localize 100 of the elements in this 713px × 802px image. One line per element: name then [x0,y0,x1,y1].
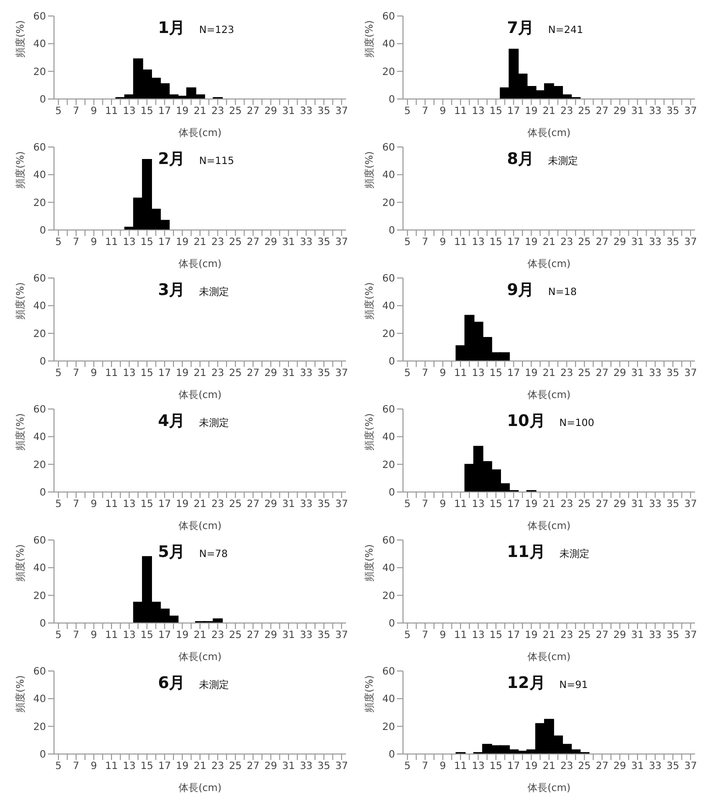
x-tick-label: 15 [490,237,502,248]
x-tick-label: 27 [596,761,608,772]
x-tick-label: 29 [264,368,278,380]
x-tick-label: 27 [246,237,260,248]
x-tick-label: 13 [122,106,136,118]
x-tick-label: 15 [490,106,502,118]
x-tick-label: 27 [596,499,608,510]
x-tick-label: 25 [578,499,591,510]
x-tick-label: 21 [542,237,556,248]
annotation: 未測定 [548,154,578,168]
x-tick-label: 23 [211,106,224,118]
x-tick-label: 37 [335,630,348,642]
y-tick-label: 20 [33,460,46,471]
x-tick-label: 23 [211,237,224,248]
x-tick-label: 11 [105,499,118,510]
y-tick-label: 40 [382,301,395,312]
x-tick-label: 29 [264,499,278,510]
x-tick-label: 5 [404,368,411,380]
x-tick-label: 33 [648,106,662,118]
x-tick-label: 37 [335,237,348,248]
x-tick-label: 19 [524,368,538,380]
y-axis-title: 頻度(%) [14,151,27,188]
y-axis-title: 頻度(%) [14,413,27,450]
x-tick-label: 7 [72,630,80,642]
chart-title: 2月 [158,149,186,170]
x-tick-label: 5 [404,761,411,772]
y-tick-label: 40 [33,170,46,182]
x-tick-label: 25 [229,761,242,772]
y-axis-title: 頻度(%) [364,544,376,582]
x-tick-label: 21 [194,237,206,248]
x-tick-label: 17 [158,368,171,380]
x-tick-label: 25 [229,368,242,380]
x-tick-label: 17 [507,368,520,380]
x-tick-label: 33 [648,499,662,510]
x-tick-label: 15 [140,106,154,118]
x-axis-title: 体長(cm) [527,782,571,794]
x-tick-label: 5 [404,499,411,510]
y-tick-label: 40 [382,432,395,444]
x-tick-label: 19 [524,630,538,642]
x-tick-label: 29 [613,106,626,118]
x-axis-title: 体長(cm) [178,258,222,270]
x-tick-label: 11 [454,106,467,118]
x-tick-label: 23 [560,761,574,772]
x-tick-label: 5 [404,630,411,642]
x-tick-label: 37 [684,237,697,248]
x-tick-label: 5 [55,237,62,248]
y-tick-label: 20 [382,328,395,340]
y-axis-title: 頻度(%) [14,544,27,582]
x-tick-label: 21 [542,761,556,772]
x-tick-label: 13 [122,499,136,510]
x-tick-label: 31 [282,630,295,642]
x-tick-label: 19 [176,106,189,118]
x-tick-label: 5 [55,368,62,380]
y-tick-label: 0 [40,750,46,761]
x-tick-label: 19 [176,237,189,248]
x-tick-label: 29 [264,106,278,118]
x-tick-label: 11 [105,106,118,118]
annotation: N=100 [559,418,594,429]
x-tick-label: 9 [440,237,446,248]
x-tick-label: 13 [122,237,136,248]
y-tick-label: 0 [40,226,46,237]
x-tick-label: 17 [507,106,520,118]
x-tick-label: 19 [176,630,189,642]
x-tick-label: 21 [194,630,206,642]
x-tick-label: 33 [300,106,313,118]
x-tick-label: 19 [524,499,538,510]
x-tick-label: 19 [176,499,189,510]
x-tick-label: 37 [684,630,697,642]
x-tick-label: 5 [55,106,62,118]
x-tick-label: 9 [90,630,98,642]
x-tick-label: 9 [440,499,446,510]
y-tick-label: 20 [382,460,395,471]
y-tick-label: 40 [33,39,46,50]
x-tick-label: 7 [72,761,80,772]
x-tick-label: 15 [490,368,502,380]
x-tick-label: 33 [300,237,313,248]
y-tick-label: 20 [33,722,46,733]
x-tick-label: 19 [176,761,189,772]
x-tick-label: 23 [560,368,574,380]
x-tick-label: 31 [282,761,295,772]
chart-title: 12月 [507,673,546,694]
x-tick-label: 29 [613,630,626,642]
x-tick-label: 35 [318,499,330,510]
y-axis-title: 頻度(%) [364,20,376,58]
y-tick-label: 60 [33,142,46,154]
x-axis-title: 体長(cm) [527,651,571,663]
y-tick-label: 60 [33,274,46,285]
x-tick-label: 15 [140,368,154,380]
y-tick-label: 20 [33,198,46,209]
x-tick-label: 9 [90,237,98,248]
x-tick-label: 17 [158,761,171,772]
x-tick-label: 13 [472,237,485,248]
x-tick-label: 35 [318,368,330,380]
x-tick-label: 27 [596,368,608,380]
x-tick-label: 35 [666,237,680,248]
x-tick-label: 35 [318,630,330,642]
x-tick-label: 37 [684,761,697,772]
x-tick-label: 23 [560,499,574,510]
annotation: N=18 [548,287,577,298]
x-tick-label: 33 [648,368,662,380]
